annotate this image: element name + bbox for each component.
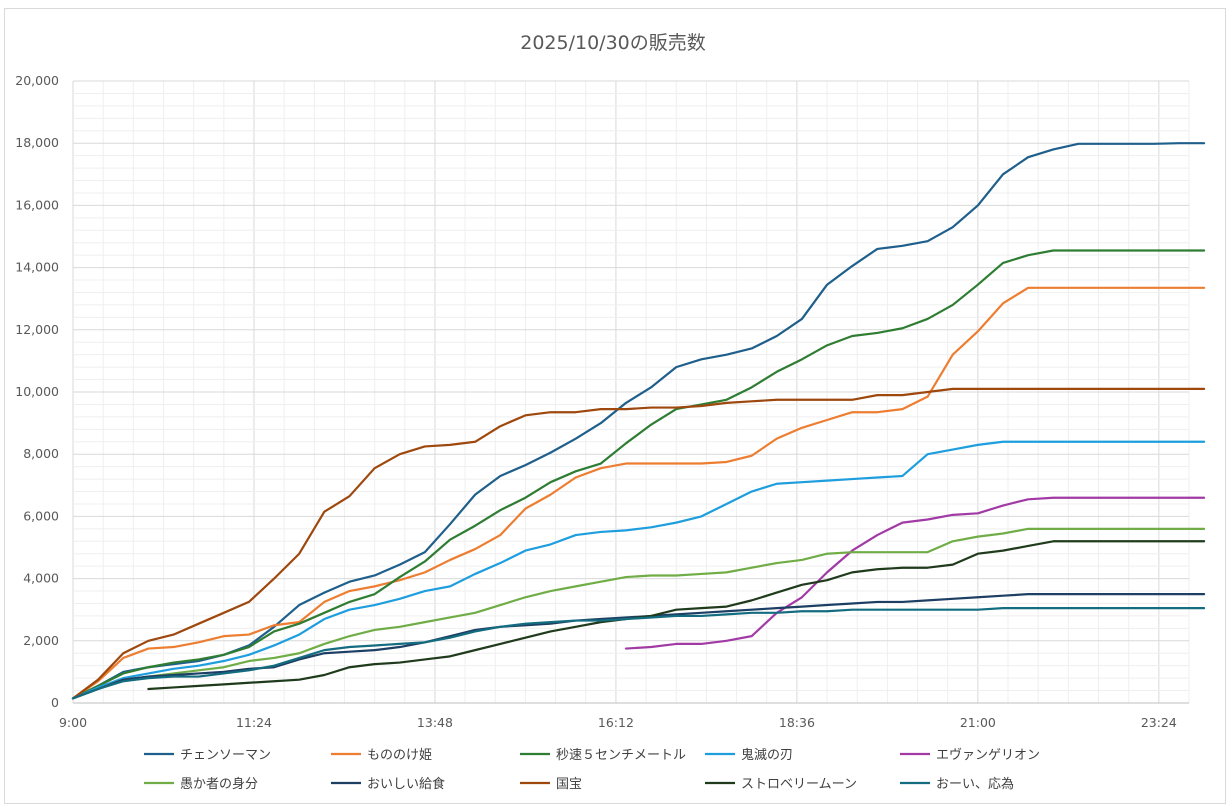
- chart-frame: 2025/10/30の販売数 0 2,000 4,000 6,000 8,000 10,0…: [4, 8, 1226, 804]
- legend-label: 愚か者の身分: [180, 776, 258, 792]
- y-tick-label: 4,000: [23, 571, 59, 586]
- y-tick-label: 8,000: [23, 446, 59, 461]
- x-tick-label: 11:24: [236, 715, 272, 730]
- y-tick-label: 10,000: [15, 384, 59, 399]
- chart-title: 2025/10/30の販売数: [520, 32, 706, 54]
- x-tick-label: 9:00: [59, 715, 87, 730]
- axes: 0 2,000 4,000 6,000 8,000 10,000 12,000 14,000 1…: [15, 73, 1189, 730]
- series-lines: [71, 142, 1206, 700]
- x-tick-label: 13:48: [417, 715, 453, 730]
- legend-label: おいしい給食: [367, 776, 445, 792]
- x-tick-label: 21:00: [960, 715, 996, 730]
- line-chart: 2025/10/30の販売数 0 2,000 4,000 6,000 8,000 10,0…: [15, 32, 1206, 792]
- legend-label: おーい、応為: [936, 776, 1014, 792]
- series-line: [71, 387, 1206, 700]
- y-tick-label: 20,000: [15, 73, 59, 88]
- x-tick-label: 16:12: [598, 715, 634, 730]
- y-tick-label: 2,000: [23, 633, 59, 648]
- y-tick-label: 14,000: [15, 260, 59, 275]
- series-line: [71, 286, 1206, 700]
- series-line: [147, 540, 1206, 691]
- legend-label: エヴァンゲリオン: [936, 747, 1040, 763]
- series-line: [71, 527, 1206, 700]
- series-line: [624, 496, 1206, 650]
- legend-label: 鬼滅の刃: [741, 747, 793, 763]
- series-line: [71, 249, 1206, 700]
- y-tick-label: 18,000: [15, 135, 59, 150]
- legend-label: 秒速５センチメートル: [556, 748, 686, 763]
- y-tick-label: 0: [51, 695, 59, 710]
- series-line: [71, 142, 1206, 700]
- legend-label: チェンソーマン: [180, 748, 271, 763]
- legend-label: 国宝: [556, 777, 582, 792]
- series-line: [71, 440, 1206, 700]
- y-tick-label: 16,000: [15, 197, 59, 212]
- y-tick-label: 12,000: [15, 322, 59, 337]
- legend-label: ストロベリームーン: [741, 777, 857, 792]
- grid: [72, 80, 1190, 704]
- x-tick-label: 23:24: [1141, 715, 1177, 730]
- x-tick-label: 18:36: [779, 715, 815, 730]
- y-tick-label: 6,000: [23, 508, 59, 523]
- legend: チェンソーマン もののけ姫 秒速５センチメートル 鬼滅の刃 エヴァンゲリオン愚か者の身分…: [144, 747, 1040, 792]
- series-line: [71, 607, 1206, 700]
- legend-label: もののけ姫: [367, 748, 432, 763]
